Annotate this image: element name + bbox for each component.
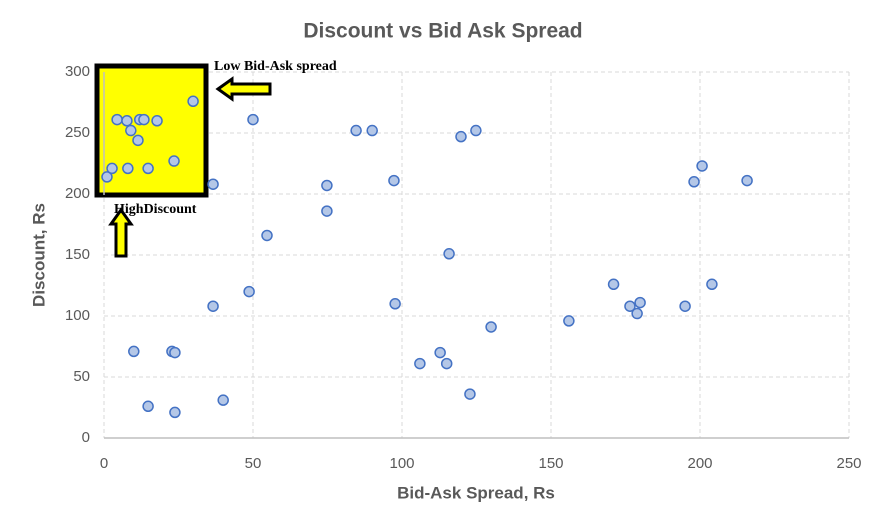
chart-title: Discount vs Bid Ask Spread	[303, 20, 582, 43]
y-tick-label: 250	[65, 124, 90, 141]
markers	[101, 95, 753, 419]
y-tick-label: 100	[65, 307, 90, 324]
y-axis-label: Discount, Rs	[29, 203, 48, 307]
x-tick-label: 50	[245, 455, 262, 472]
point	[101, 171, 113, 183]
y-tick-label: 50	[73, 368, 90, 385]
point	[207, 300, 219, 312]
point	[440, 357, 453, 370]
point	[485, 321, 497, 333]
point	[261, 229, 273, 242]
x-tick-label: 250	[836, 455, 861, 472]
point	[434, 346, 446, 359]
point	[321, 205, 333, 217]
point	[688, 176, 700, 188]
point	[151, 115, 163, 127]
point	[125, 124, 137, 137]
point	[142, 162, 154, 175]
point	[168, 155, 180, 167]
point	[563, 315, 575, 327]
point	[366, 124, 378, 137]
point	[741, 174, 753, 187]
point	[414, 357, 426, 370]
point	[321, 179, 333, 192]
point	[631, 307, 643, 320]
y-tick-label: 300	[65, 63, 90, 80]
point	[217, 394, 229, 406]
x-tick-label: 0	[100, 455, 108, 472]
point	[111, 113, 123, 126]
point	[696, 160, 708, 172]
point	[169, 346, 181, 359]
x-tick-label: 100	[389, 455, 414, 472]
y-tick-label: 0	[82, 429, 90, 446]
y-tick-label: 200	[65, 185, 90, 202]
x-tick-label: 200	[687, 455, 712, 472]
point	[679, 300, 691, 312]
arrow-up	[108, 207, 134, 258]
point	[207, 178, 219, 190]
point	[169, 406, 181, 419]
point	[470, 124, 482, 137]
y-tick-label: 150	[65, 246, 90, 263]
point	[388, 174, 400, 187]
point	[464, 388, 476, 400]
point	[634, 296, 646, 309]
arrow-left	[215, 76, 272, 102]
point	[247, 113, 259, 126]
point	[243, 285, 255, 298]
point	[607, 278, 620, 291]
point	[138, 113, 150, 126]
point	[624, 300, 636, 312]
point	[350, 124, 362, 137]
grid: 0 50 100 150 200 250 300 0 50 100 150 200 250	[65, 63, 862, 472]
point	[121, 115, 133, 127]
point	[128, 345, 140, 358]
x-axis-label: Bid-Ask Spread, Rs	[397, 483, 555, 502]
point	[132, 134, 144, 147]
highlight-box	[94, 63, 209, 198]
point	[106, 162, 118, 175]
annotation: HighDiscount	[114, 202, 197, 217]
point	[455, 130, 467, 143]
point	[142, 400, 154, 413]
point	[122, 162, 134, 175]
annotation: Low Bid-Ask spread	[214, 59, 337, 74]
point	[389, 298, 401, 310]
point	[706, 278, 718, 291]
point	[443, 248, 455, 260]
x-tick-label: 150	[538, 455, 563, 472]
point	[187, 95, 199, 108]
